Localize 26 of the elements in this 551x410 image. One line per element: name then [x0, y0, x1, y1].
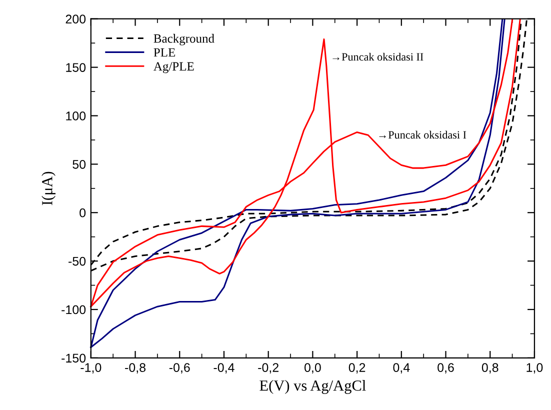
x-tick-label: 0,8 — [482, 363, 498, 374]
x-tick-label: -0,2 — [258, 363, 278, 374]
x-tick-label: -0,8 — [125, 363, 146, 374]
y-tick-label: 0 — [80, 208, 86, 218]
x-tick-label: 0,2 — [348, 363, 366, 374]
y-tick-label: 50 — [72, 160, 86, 169]
legend-label: PLE — [154, 48, 176, 57]
y-tick-label: 200 — [66, 14, 86, 24]
y-tick-label: -100 — [62, 305, 86, 314]
annotation: →Puncak oksidasi I — [379, 130, 466, 139]
x-tick-label: -0,6 — [169, 363, 190, 374]
y-tick-label: 150 — [66, 63, 86, 72]
legend-label: Background — [154, 34, 214, 46]
y-tick-label: 100 — [66, 112, 86, 120]
x-tick-label: 0,6 — [438, 363, 454, 374]
x-tick-label: 1,0 — [526, 363, 543, 374]
x-tick-label: -1,0 — [80, 363, 102, 374]
y-tick-label: -150 — [62, 354, 86, 363]
x-tick-label: 0,0 — [304, 363, 321, 374]
x-tick-label: -0,4 — [214, 363, 234, 374]
annotation: →Puncak oksidasi II — [332, 52, 424, 61]
y-tick-label: -50 — [68, 256, 86, 266]
x-axis-title: E(V) vs Ag/AgCl — [260, 380, 366, 394]
y-axis-title: I(μA) — [42, 172, 56, 206]
legend-label: Ag/PLE — [154, 62, 194, 74]
x-tick-label: 0,4 — [393, 363, 410, 374]
